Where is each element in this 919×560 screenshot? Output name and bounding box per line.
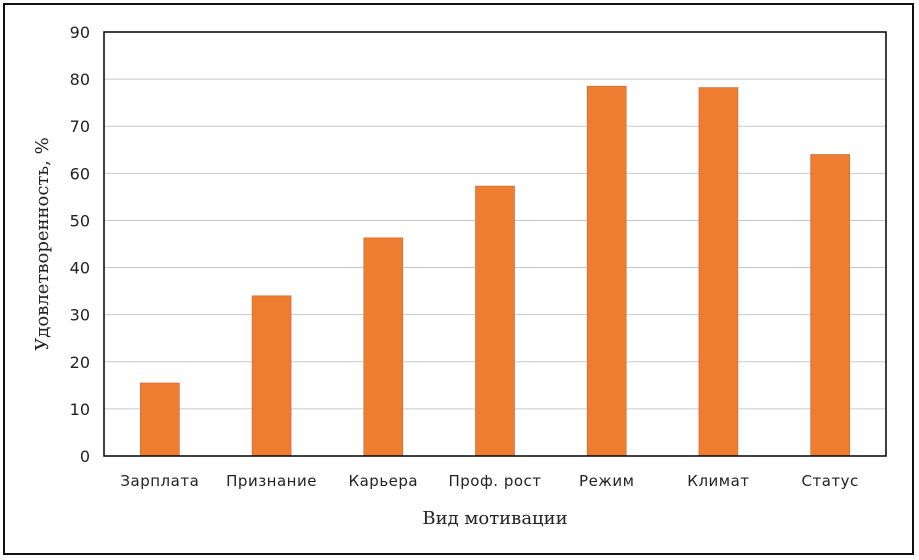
bar <box>586 85 627 457</box>
bar <box>698 87 739 457</box>
bar <box>251 295 292 457</box>
y-tick-label: 80 <box>70 70 90 89</box>
y-tick-label: 50 <box>70 211 90 230</box>
bars <box>140 85 850 457</box>
y-tick-label: 60 <box>70 164 90 183</box>
x-axis-title: Вид мотивации <box>422 508 567 529</box>
y-axis-title: Удовлетворенность, % <box>32 137 53 350</box>
x-category-labels: Зарплата Признание Карьера Проф. рост Режим К… <box>120 472 858 490</box>
y-tick-label: 0 <box>80 447 90 466</box>
y-tick-label: 20 <box>70 353 90 372</box>
x-category-label: Зарплата <box>120 472 199 490</box>
y-tick-label: 70 <box>70 117 90 136</box>
x-category-label: Статус <box>802 472 859 490</box>
x-category-label: Климат <box>687 472 749 490</box>
y-tick-label: 10 <box>70 400 90 419</box>
x-category-label: Карьера <box>348 472 418 490</box>
x-category-label: Проф. рост <box>448 472 541 490</box>
plot-area-border <box>103 31 887 457</box>
chart-frame <box>3 3 914 555</box>
x-category-label: Признание <box>226 472 317 490</box>
bar <box>140 382 180 457</box>
y-tick-labels: 0 10 20 30 40 50 60 70 80 90 <box>70 23 90 466</box>
y-tick-label: 30 <box>70 306 90 325</box>
y-tick-label: 90 <box>70 23 90 42</box>
bar <box>810 154 850 457</box>
bar <box>475 185 515 457</box>
y-tick-label: 40 <box>70 259 90 278</box>
x-category-label: Режим <box>579 472 634 490</box>
bar <box>363 237 404 457</box>
